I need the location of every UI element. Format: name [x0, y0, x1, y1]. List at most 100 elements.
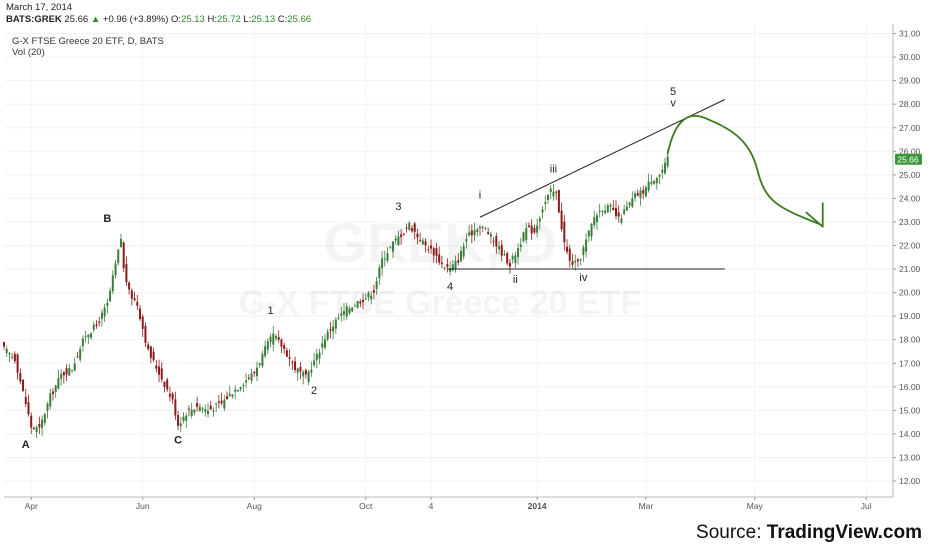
candle-body	[348, 308, 351, 314]
close-label: C:	[277, 14, 288, 25]
high-label: H:	[207, 14, 217, 25]
candle-body	[525, 228, 528, 240]
candle-body	[500, 245, 503, 256]
candle-body	[479, 227, 481, 229]
candle-body	[411, 228, 413, 232]
y-tick-label: 21.00	[899, 264, 921, 274]
candle-body	[285, 350, 288, 357]
candle-body	[98, 321, 101, 324]
y-tick-label: 27.00	[899, 123, 921, 133]
candle-body	[310, 369, 313, 373]
candle-body	[446, 264, 449, 267]
candle-body	[443, 267, 446, 269]
candle-body	[576, 259, 579, 262]
candle-body	[536, 225, 539, 233]
candle-body	[598, 210, 601, 212]
candle-body	[242, 384, 245, 386]
candle-body	[57, 378, 60, 389]
candle-body	[24, 396, 27, 404]
candle-body	[609, 204, 612, 207]
candle-body	[304, 370, 307, 375]
candle-body	[3, 342, 5, 347]
candle-body	[258, 363, 261, 365]
candle-body	[593, 217, 596, 226]
candle-body	[557, 189, 560, 213]
candle-body	[653, 180, 656, 184]
candle-body	[128, 282, 131, 290]
wave-label: iii	[550, 163, 557, 175]
candle-body	[114, 263, 117, 276]
candle-body	[168, 393, 171, 397]
candle-body	[636, 193, 639, 196]
candle-body	[617, 212, 620, 217]
candle-body	[125, 264, 128, 283]
axes	[4, 24, 894, 498]
candle-body	[574, 260, 577, 263]
candle-body	[177, 414, 180, 426]
candle-body	[87, 334, 90, 338]
candle-body	[280, 339, 283, 347]
candle-body	[73, 363, 76, 371]
candle-body	[402, 233, 405, 235]
candle-body	[307, 371, 310, 382]
candle-body	[255, 367, 258, 377]
candle-body	[372, 290, 375, 293]
candle-body	[299, 366, 302, 372]
last-price: 25.66	[64, 14, 89, 25]
candle-body	[487, 232, 490, 235]
candle-body	[90, 333, 93, 338]
candle-body	[329, 329, 332, 331]
candle-body	[215, 403, 218, 405]
candle-body	[27, 402, 30, 415]
y-tick-label: 22.00	[899, 241, 921, 251]
candle-body	[391, 241, 394, 252]
candle-body	[492, 240, 495, 242]
candle-body	[568, 248, 571, 261]
candle-body	[351, 307, 354, 312]
x-tick-label: Jun	[136, 501, 150, 511]
candle-body	[634, 193, 637, 198]
y-tick-label: 24.00	[899, 193, 921, 203]
candle-body	[663, 162, 666, 174]
candle-body	[141, 316, 144, 329]
candle-body	[424, 241, 427, 246]
candle-body	[43, 414, 46, 423]
candle-body	[130, 290, 133, 299]
wave-label: B	[103, 213, 111, 225]
candle-body	[397, 236, 400, 246]
candle-body	[149, 346, 152, 358]
candle-body	[106, 302, 109, 306]
candle-body	[79, 349, 82, 360]
candle-body	[209, 405, 212, 410]
candle-body	[326, 331, 329, 340]
candle-body	[541, 209, 544, 213]
candle-body	[65, 368, 68, 375]
wave-label: ii	[513, 274, 518, 286]
candle-body	[615, 208, 617, 217]
candle-body	[579, 259, 582, 261]
candle-body	[465, 238, 468, 242]
y-tick-label: 12.00	[899, 476, 921, 486]
watermark-name: G-X FTSE Greece 20 ETF	[239, 284, 641, 322]
candle-body	[11, 356, 14, 358]
candle-body	[438, 254, 441, 263]
candle-body	[201, 408, 204, 410]
candle-body	[166, 379, 169, 390]
candle-body	[661, 169, 664, 173]
wave-label: 3	[395, 201, 401, 213]
y-tick-label: 16.00	[899, 382, 921, 392]
candle-body	[60, 374, 63, 379]
y-tick-label: 13.00	[899, 452, 921, 462]
candle-body	[644, 187, 647, 197]
candle-body	[193, 409, 196, 413]
forecast-arrowhead-icon	[805, 202, 824, 228]
candle-body	[313, 360, 316, 366]
candle-body	[155, 365, 158, 369]
candle-body	[484, 228, 487, 230]
candle-body	[419, 240, 422, 242]
volume-indicator-label[interactable]: Vol (20)	[12, 47, 45, 58]
candle-body	[119, 238, 122, 247]
chart-date: March 17, 2014	[6, 2, 73, 13]
up-triangle-icon: ▲	[90, 14, 101, 25]
